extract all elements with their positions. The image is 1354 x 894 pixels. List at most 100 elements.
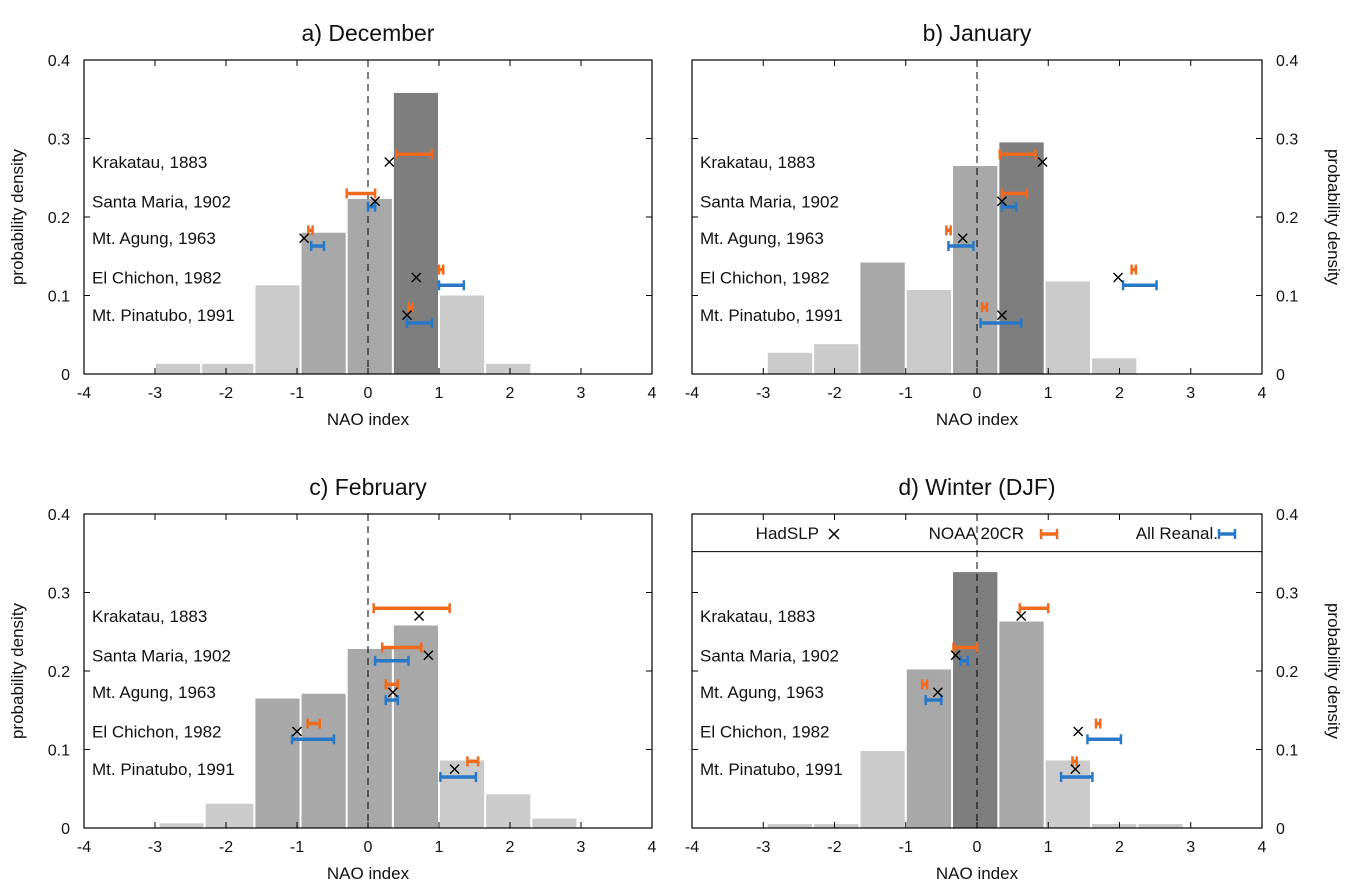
y-tick-label: 0.4 bbox=[48, 53, 70, 70]
noaa20cr-errorbar bbox=[306, 718, 321, 729]
eruption-group: Santa Maria, 1902 bbox=[92, 642, 434, 666]
panel-4: d) Winter (DJF) HadSLP NOAA 20CR All Reanal… bbox=[685, 474, 1343, 883]
legend: HadSLP NOAA 20CR All Reanal. bbox=[756, 524, 1237, 543]
noaa20cr-errorbar bbox=[920, 679, 929, 690]
noaa20cr-errorbar bbox=[380, 642, 423, 653]
x-tick-label: 2 bbox=[506, 385, 515, 402]
histogram-bar bbox=[1092, 824, 1137, 828]
y-tick-label: 0.1 bbox=[48, 289, 70, 306]
x-tick-label: -4 bbox=[77, 385, 91, 402]
hadslp-cross-marker bbox=[299, 233, 310, 244]
histogram-bar bbox=[999, 142, 1044, 374]
x-tick-label: 1 bbox=[435, 385, 444, 402]
hadslp-cross-marker bbox=[996, 310, 1007, 321]
all-reanal-errorbar bbox=[1059, 771, 1094, 782]
x-tick-label: 0 bbox=[364, 839, 373, 856]
histogram-bar bbox=[1045, 760, 1090, 828]
eruption-group: El Chichon, 1982 bbox=[92, 718, 336, 745]
x-tick-label: 2 bbox=[506, 839, 515, 856]
y-tick-label: 0.2 bbox=[1276, 664, 1298, 681]
all-reanal-errorbar bbox=[439, 771, 478, 782]
x-tick-label: -2 bbox=[827, 839, 841, 856]
legend-label: HadSLP bbox=[756, 524, 819, 543]
x-tick-label: 4 bbox=[1258, 385, 1267, 402]
hadslp-cross-marker bbox=[1037, 157, 1048, 168]
cross-stroke bbox=[1070, 764, 1081, 775]
cross-stroke bbox=[1113, 272, 1124, 283]
y-axis-label: probability density bbox=[1324, 149, 1343, 286]
eruption-label: Santa Maria, 1902 bbox=[92, 192, 231, 211]
x-tick-label: 2 bbox=[1115, 385, 1124, 402]
eruption-label: Krakatau, 1883 bbox=[92, 153, 207, 172]
y-tick-label: 0.3 bbox=[1276, 132, 1298, 149]
legend-errorbar-marker bbox=[1217, 529, 1237, 539]
eruption-group: Mt. Pinatubo, 1991 bbox=[700, 756, 1094, 782]
eruption-group: Mt. Pinatubo, 1991 bbox=[92, 756, 480, 782]
y-tick-label: 0.4 bbox=[48, 507, 70, 524]
cross-stroke bbox=[1037, 157, 1048, 168]
cross-stroke bbox=[932, 687, 943, 698]
y-tick-label: 0.3 bbox=[1276, 586, 1298, 603]
all-reanal-errorbar bbox=[1000, 201, 1018, 212]
cross-stroke bbox=[292, 726, 302, 737]
x-tick-label: -2 bbox=[827, 385, 841, 402]
histogram-bar bbox=[767, 352, 813, 374]
x-tick-label: -1 bbox=[290, 839, 304, 856]
eruption-group: El Chichon, 1982 bbox=[700, 264, 1158, 291]
hadslp-cross-marker bbox=[932, 687, 943, 698]
eruption-group: El Chichon, 1982 bbox=[92, 264, 466, 291]
eruption-label: Mt. Pinatubo, 1991 bbox=[700, 760, 843, 779]
x-tick-label: -4 bbox=[685, 839, 699, 856]
cross-stroke bbox=[1073, 726, 1084, 737]
hadslp-cross-marker bbox=[414, 611, 425, 622]
eruption-group: El Chichon, 1982 bbox=[700, 718, 1123, 745]
cross-stroke bbox=[370, 196, 381, 207]
x-tick-label: 1 bbox=[435, 839, 444, 856]
all-reanal-errorbar bbox=[1121, 280, 1158, 291]
histogram-bar bbox=[860, 751, 905, 828]
hadslp-cross-marker bbox=[449, 764, 460, 775]
cross-stroke bbox=[996, 310, 1007, 321]
y-tick-label: 0.1 bbox=[1276, 743, 1298, 760]
hadslp-cross-marker bbox=[402, 310, 413, 321]
histogram-bar bbox=[906, 669, 952, 828]
x-tick-label: 4 bbox=[1258, 839, 1267, 856]
histogram-bar bbox=[156, 363, 201, 374]
eruption-label: El Chichon, 1982 bbox=[700, 722, 829, 741]
eruption-group: Mt. Agung, 1963 bbox=[92, 679, 400, 706]
noaa20cr-errorbar bbox=[1071, 756, 1078, 767]
histogram-bar bbox=[767, 824, 813, 828]
cross-stroke bbox=[411, 272, 422, 283]
cross-stroke bbox=[1016, 611, 1027, 622]
eruption-group: Mt. Pinatubo, 1991 bbox=[700, 302, 1023, 328]
legend-cross-marker bbox=[828, 528, 840, 540]
cross-stroke bbox=[950, 650, 961, 661]
y-tick-label: 0.3 bbox=[48, 586, 70, 603]
hadslp-cross-marker bbox=[996, 196, 1007, 207]
cross-stroke bbox=[387, 687, 398, 698]
histogram-bar bbox=[814, 344, 859, 374]
noaa20cr-errorbar bbox=[437, 264, 445, 275]
all-reanal-errorbar bbox=[309, 241, 326, 252]
noaa20cr-errorbar bbox=[407, 302, 414, 313]
eruption-group: Mt. Pinatubo, 1991 bbox=[92, 302, 434, 328]
eruption-label: Mt. Agung, 1963 bbox=[700, 229, 824, 248]
x-tick-label: 1 bbox=[1044, 839, 1053, 856]
histogram-bar bbox=[347, 198, 392, 374]
x-tick-label: -1 bbox=[899, 839, 913, 856]
noaa20cr-errorbar bbox=[384, 679, 400, 690]
eruption-label: Krakatau, 1883 bbox=[700, 153, 815, 172]
histogram-bar bbox=[814, 824, 859, 828]
noaa20cr-errorbar bbox=[945, 225, 952, 236]
histogram-bar bbox=[1045, 281, 1090, 374]
all-reanal-errorbar bbox=[947, 241, 975, 252]
histogram-bar bbox=[440, 760, 485, 828]
eruption-label: El Chichon, 1982 bbox=[700, 268, 829, 287]
histogram-bar bbox=[440, 295, 485, 374]
all-reanal-errorbar bbox=[979, 317, 1023, 328]
y-tick-label: 0 bbox=[1276, 821, 1285, 838]
y-tick-label: 0 bbox=[61, 821, 70, 838]
x-tick-label: 3 bbox=[1186, 839, 1195, 856]
y-tick-label: 0.2 bbox=[48, 210, 70, 227]
